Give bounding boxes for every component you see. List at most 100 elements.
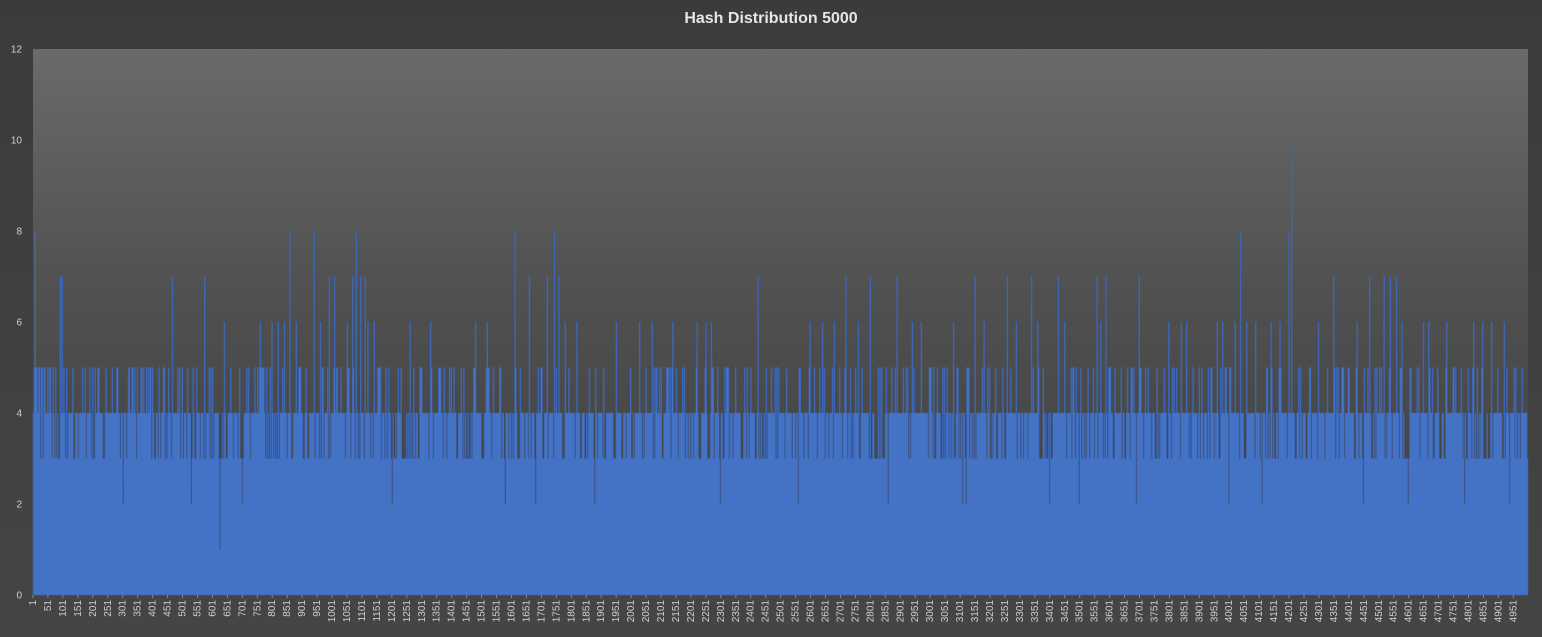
y-tick-label: 0	[16, 591, 22, 602]
x-tick-label: 401	[148, 600, 159, 617]
x-tick-label: 1501	[477, 600, 488, 623]
x-tick-label: 251	[103, 600, 114, 617]
x-tick-label: 2351	[731, 600, 742, 623]
x-tick-label: 3901	[1194, 600, 1205, 623]
y-tick-label: 12	[11, 45, 23, 56]
x-tick-label: 1901	[596, 600, 607, 623]
x-tick-label: 4051	[1239, 600, 1250, 623]
x-tick-label: 4251	[1299, 600, 1310, 623]
x-tick-label: 2501	[776, 600, 787, 623]
x-tick-label: 101	[58, 600, 69, 617]
x-tick-label: 3401	[1045, 600, 1056, 623]
x-tick-label: 4501	[1374, 600, 1385, 623]
x-tick-label: 3151	[970, 600, 981, 623]
x-tick-label: 1351	[432, 600, 443, 623]
x-tick-label: 4401	[1344, 600, 1355, 623]
x-tick-label: 2001	[626, 600, 637, 623]
x-tick-label: 4551	[1389, 600, 1400, 623]
x-tick-label: 3951	[1209, 600, 1220, 623]
x-tick-label: 751	[252, 600, 263, 617]
x-tick-label: 1301	[417, 600, 428, 623]
x-tick-label: 2401	[746, 600, 757, 623]
y-tick-label: 8	[16, 227, 22, 238]
x-tick-label: 3751	[1149, 600, 1160, 623]
x-tick-label: 1751	[551, 600, 562, 623]
x-tick-label: 1051	[342, 600, 353, 623]
x-tick-label: 3251	[1000, 600, 1011, 623]
x-tick-label: 1951	[611, 600, 622, 623]
x-tick-label: 4701	[1434, 600, 1445, 623]
x-tick-label: 3851	[1179, 600, 1190, 623]
x-tick-label: 1851	[581, 600, 592, 623]
x-tick-label: 4901	[1493, 600, 1504, 623]
x-tick-label: 501	[178, 600, 189, 617]
series-area	[32, 139, 1529, 596]
x-tick-label: 451	[163, 600, 174, 617]
x-tick-label: 4301	[1314, 600, 1325, 623]
y-axis: 0 2 4 6 8 10 12	[11, 45, 23, 602]
x-tick-label: 4651	[1419, 600, 1430, 623]
x-tick-label: 3551	[1090, 600, 1101, 623]
x-tick-label: 2651	[821, 600, 832, 623]
x-tick-label: 3051	[940, 600, 951, 623]
x-tick-label: 851	[282, 600, 293, 617]
x-tick-label: 1451	[462, 600, 473, 623]
x-tick-label: 1701	[536, 600, 547, 623]
x-tick-label: 1201	[387, 600, 398, 623]
x-tick-label: 1251	[402, 600, 413, 623]
x-tick-label: 3351	[1030, 600, 1041, 623]
x-tick-label: 2951	[910, 600, 921, 623]
x-tick-label: 4751	[1449, 600, 1460, 623]
x-tick-label: 3651	[1120, 600, 1131, 623]
x-tick-label: 4001	[1224, 600, 1235, 623]
x-tick-label: 3101	[955, 600, 966, 623]
x-tick-label: 1601	[506, 600, 517, 623]
chart-title: Hash Distribution 5000	[684, 10, 858, 27]
x-tick-label: 2601	[806, 600, 817, 623]
x-tick-label: 201	[88, 600, 99, 617]
x-tick-label: 351	[133, 600, 144, 617]
x-tick-label: 651	[222, 600, 233, 617]
x-tick-label: 2801	[865, 600, 876, 623]
x-tick-label: 2751	[850, 600, 861, 623]
x-tick-label: 3701	[1135, 600, 1146, 623]
x-tick-label: 2251	[701, 600, 712, 623]
x-tick-label: 4101	[1254, 600, 1265, 623]
x-tick-label: 801	[267, 600, 278, 617]
x-tick-label: 951	[312, 600, 323, 617]
x-tick-label: 2051	[641, 600, 652, 623]
x-tick-label: 1651	[521, 600, 532, 623]
x-tick-label: 3501	[1075, 600, 1086, 623]
x-tick-label: 4351	[1329, 600, 1340, 623]
y-tick-label: 2	[16, 500, 22, 511]
x-tick-label: 4951	[1508, 600, 1519, 623]
y-tick-label: 4	[16, 409, 22, 420]
x-tick-label: 2701	[835, 600, 846, 623]
x-tick-label: 3451	[1060, 600, 1071, 623]
x-tick-label: 2851	[880, 600, 891, 623]
x-tick-label: 4451	[1359, 600, 1370, 623]
x-tick-label: 3801	[1164, 600, 1175, 623]
x-tick-label: 1	[28, 600, 39, 606]
x-tick-label: 3301	[1015, 600, 1026, 623]
x-tick-label: 1151	[372, 600, 383, 622]
x-tick-label: 4851	[1478, 600, 1489, 623]
x-tick-label: 151	[73, 600, 84, 617]
series-layer	[32, 139, 1529, 596]
x-tick-label: 1401	[447, 600, 458, 623]
y-tick-label: 10	[11, 136, 23, 147]
x-tick-label: 4201	[1284, 600, 1295, 623]
x-tick-label: 3201	[985, 600, 996, 623]
x-tick-label: 2451	[761, 600, 772, 623]
x-tick-label: 2551	[791, 600, 802, 623]
x-tick-label: 1551	[492, 600, 503, 623]
x-tick-label: 3601	[1105, 600, 1116, 623]
x-tick-label: 2901	[895, 600, 906, 623]
x-tick-label: 2201	[686, 600, 697, 623]
x-tick-label: 601	[207, 600, 218, 617]
y-tick-label: 6	[16, 318, 22, 329]
x-tick-label: 51	[43, 600, 54, 612]
x-tick-label: 701	[237, 600, 248, 617]
x-tick-label: 3001	[925, 600, 936, 623]
